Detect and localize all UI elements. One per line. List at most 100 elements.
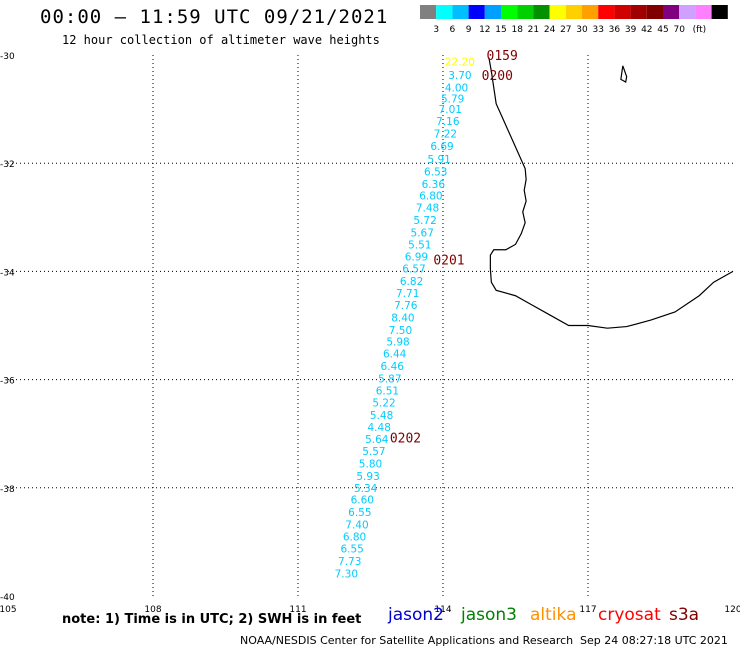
wave-height-value: 5.91 [427,154,450,166]
wave-height-value: 3.70 [448,70,471,82]
scale-swatch [663,5,680,19]
satellite-jason3: jason3 [461,605,517,625]
wave-height-value: 22.20 [445,56,475,68]
wave-height-value: 5.57 [362,446,385,458]
wave-height-value: 7.40 [345,520,368,532]
scale-unit: (ft) [693,25,707,35]
scale-label: 3 [433,25,439,35]
wave-height-value: 6.55 [348,507,371,519]
scale-label: 33 [592,25,603,35]
wave-height-value: 6.99 [405,251,428,263]
scale-label: 45 [657,25,668,35]
pass-time-label: 0159 [487,49,518,64]
wave-height-value: 7.50 [389,325,412,337]
scale-swatch [533,5,550,19]
scale-swatch [598,5,615,19]
wave-height-value: 7.48 [416,203,439,215]
x-tick-label: 120 [724,605,740,615]
y-tick-label: -40 [0,593,15,603]
scale-swatch [484,5,501,19]
wave-height-value: 6.46 [381,361,405,373]
wave-height-value: 7.16 [436,116,460,128]
color-scale: 3 6 9 12 15 18 21 24 27 30 33 36 39 42 45 70 (ft) [420,5,728,35]
satellite-s3a: s3a [669,605,700,625]
wave-height-value: 5.34 [354,483,378,495]
scale-label: 18 [511,25,523,35]
scale-swatch [436,5,453,19]
map-title: 00:00 – 11:59 UTC 09/21/2021 [40,6,389,28]
y-tick-label: -32 [0,160,15,170]
scale-swatch [468,5,485,19]
wave-height-value: 5.51 [408,239,431,251]
wave-height-value: 6.36 [422,179,446,191]
x-tick-label: 111 [289,605,306,615]
wave-height-value: 6.60 [351,495,374,507]
scale-label: 42 [641,25,652,35]
y-tick-label: -30 [0,52,15,62]
scale-label: 12 [479,25,490,35]
footer-credit: NOAA/NESDIS Center for Satellite Applica… [240,634,574,647]
wave-height-value: 6.80 [343,531,366,543]
note-text: note: 1) Time is in UTC; 2) SWH is in fe… [62,612,362,627]
x-tick-label: 117 [579,605,596,615]
wave-height-value: 6.53 [424,166,447,178]
wave-height-value: 5.67 [411,227,434,239]
island-outline [620,65,628,83]
wave-height-value: 7.30 [335,568,358,580]
scale-swatch [549,5,566,19]
wave-height-value: 6.57 [402,264,425,276]
scale-label: 24 [544,25,556,35]
wave-height-value: 8.40 [391,312,414,324]
scale-label: 27 [560,25,571,35]
pass-time-label: 0201 [433,253,464,268]
scale-label: 9 [466,25,472,35]
wave-height-value: 7.76 [394,300,418,312]
wave-height-value: 7.01 [439,104,462,116]
pass-time-label: 0200 [482,69,513,84]
y-tick-label: -36 [0,377,15,387]
scale-label: 70 [673,25,685,35]
map-subtitle: 12 hour collection of altimeter wave hei… [62,33,380,47]
scale-label: 21 [528,25,539,35]
y-tick-label: -38 [0,485,15,495]
scale-swatch [517,5,534,19]
wave-height-value: 5.79 [441,93,464,105]
wave-height-value: 5.64 [365,434,389,446]
satellite-cryosat: cryosat [598,605,661,625]
x-tick-label: 114 [434,605,451,615]
wave-height-value: 7.22 [434,128,457,140]
scale-swatch [646,5,663,19]
wave-height-value: 6.82 [400,276,423,288]
wave-height-value: 5.93 [356,471,379,483]
generation-timestamp: Sep 24 08:27:18 UTC 2021 [580,634,728,647]
wave-height-value: 5.22 [372,397,395,409]
scale-label: 36 [609,25,621,35]
wave-height-value: 6.44 [383,349,407,361]
scale-label: 6 [450,25,456,35]
scale-label: 15 [495,25,506,35]
scale-swatch [420,5,437,19]
satellite-altika: altika [530,605,577,625]
scale-swatch [582,5,599,19]
wave-height-value: 6.69 [430,141,453,153]
scale-swatch [711,5,728,19]
x-tick-label: 108 [144,605,161,615]
y-tick-label: -34 [0,268,15,278]
scale-swatch [679,5,696,19]
coastline [488,57,734,329]
wave-height-value: 6.55 [340,543,363,555]
scale-swatch [452,5,469,19]
scale-swatch [630,5,647,19]
wave-height-value: 5.72 [413,215,436,227]
wave-height-value: 6.80 [419,191,442,203]
scale-swatch [501,5,518,19]
scale-swatch [695,5,712,19]
wave-height-value: 7.71 [396,288,419,300]
wave-height-value: 6.51 [376,385,399,397]
wave-height-value: 4.48 [368,422,391,434]
wave-height-value: 5.98 [386,337,409,349]
scale-label: 30 [576,25,588,35]
satellite-jason2: jason2 [388,605,444,625]
